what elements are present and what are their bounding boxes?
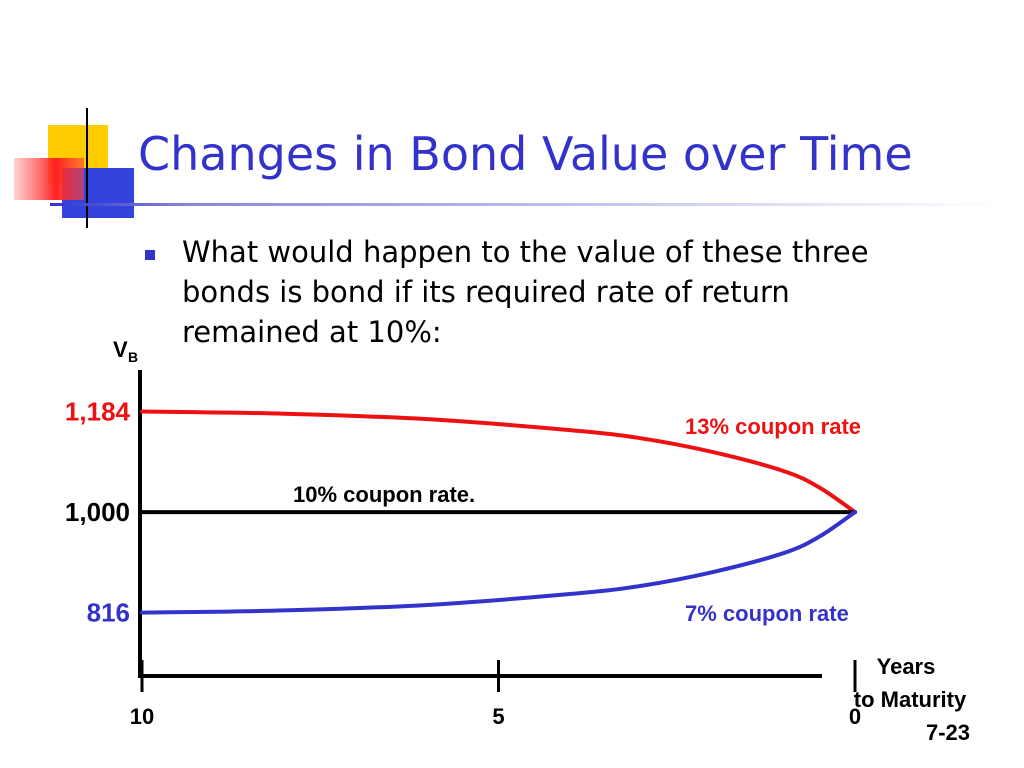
bullet-text: remained at 10%: (182, 315, 442, 349)
y-tick-label: 816 (87, 598, 130, 628)
series-line (140, 409, 857, 515)
slide-title: Changes in Bond Value over Time (138, 127, 913, 181)
y-tick-label: 1,000 (65, 497, 130, 527)
y-tick-label: 1,184 (65, 397, 131, 427)
series-label: 13% coupon rate (685, 414, 861, 439)
x-tick-label: 5 (492, 704, 504, 729)
series-label: 7% coupon rate (685, 601, 849, 626)
bullet-text: bonds is bond if its required rate of re… (182, 275, 790, 309)
logo (14, 108, 140, 228)
x-tick-label: 10 (130, 704, 154, 729)
title-rule (50, 203, 1000, 206)
bullet-text: What would happen to the value of these … (182, 235, 869, 269)
y-axis-label: V (113, 337, 128, 362)
slide-number: 7-23 (926, 720, 970, 745)
y-axis-label-subscript: B (128, 349, 138, 365)
x-tick-label: 0 (849, 704, 861, 729)
x-axis-label: Years (877, 654, 936, 679)
series-label: 10% coupon rate. (293, 482, 475, 507)
bullet-marker (145, 250, 155, 260)
x-axis-label: to Maturity (854, 687, 967, 712)
series-line (140, 510, 857, 615)
